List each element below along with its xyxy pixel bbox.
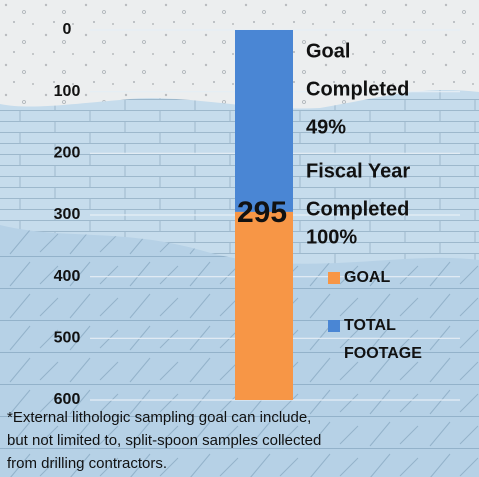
annotation: 49% bbox=[306, 116, 346, 138]
y-tick-label: 600 bbox=[54, 391, 81, 408]
legend-text: TOTAL FOOTAGE bbox=[344, 312, 444, 368]
y-tick-label: 0 bbox=[63, 21, 72, 38]
annotation: Goal bbox=[306, 40, 350, 62]
y-tick-label: 100 bbox=[54, 83, 81, 100]
legend-label: TOTAL FOOTAGE bbox=[344, 312, 444, 372]
annotation: Completed bbox=[306, 198, 409, 220]
annotation: 100% bbox=[306, 226, 357, 248]
legend: GOAL TOTAL FOOTAGE bbox=[328, 264, 444, 372]
y-tick-label: 400 bbox=[54, 268, 81, 285]
annotation: Completed bbox=[306, 78, 409, 100]
annotation: Fiscal Year bbox=[306, 160, 410, 182]
legend-swatch bbox=[328, 320, 340, 332]
chart: 0 100 200 300 400 500 600 Goal Completed 49% Fisc… bbox=[0, 0, 479, 477]
data-label: 295 bbox=[237, 196, 287, 229]
y-tick-label: 200 bbox=[54, 145, 81, 162]
bar-segment bbox=[235, 30, 293, 212]
legend-text: GOAL bbox=[344, 264, 444, 292]
footnote-line: but not limited to, split-spoon samples … bbox=[7, 432, 321, 449]
y-tick-label: 300 bbox=[54, 206, 81, 223]
bar-segment bbox=[235, 212, 293, 400]
footnote-line: from drilling contractors. bbox=[7, 455, 167, 472]
legend-swatch bbox=[328, 272, 340, 284]
y-tick-label: 500 bbox=[54, 330, 81, 347]
footnote-line: *External lithologic sampling goal can i… bbox=[7, 409, 311, 426]
